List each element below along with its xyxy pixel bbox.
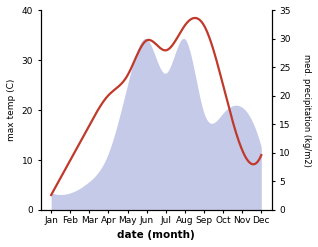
Y-axis label: med. precipitation (kg/m2): med. precipitation (kg/m2) xyxy=(302,54,311,167)
X-axis label: date (month): date (month) xyxy=(117,230,195,240)
Y-axis label: max temp (C): max temp (C) xyxy=(7,79,16,141)
